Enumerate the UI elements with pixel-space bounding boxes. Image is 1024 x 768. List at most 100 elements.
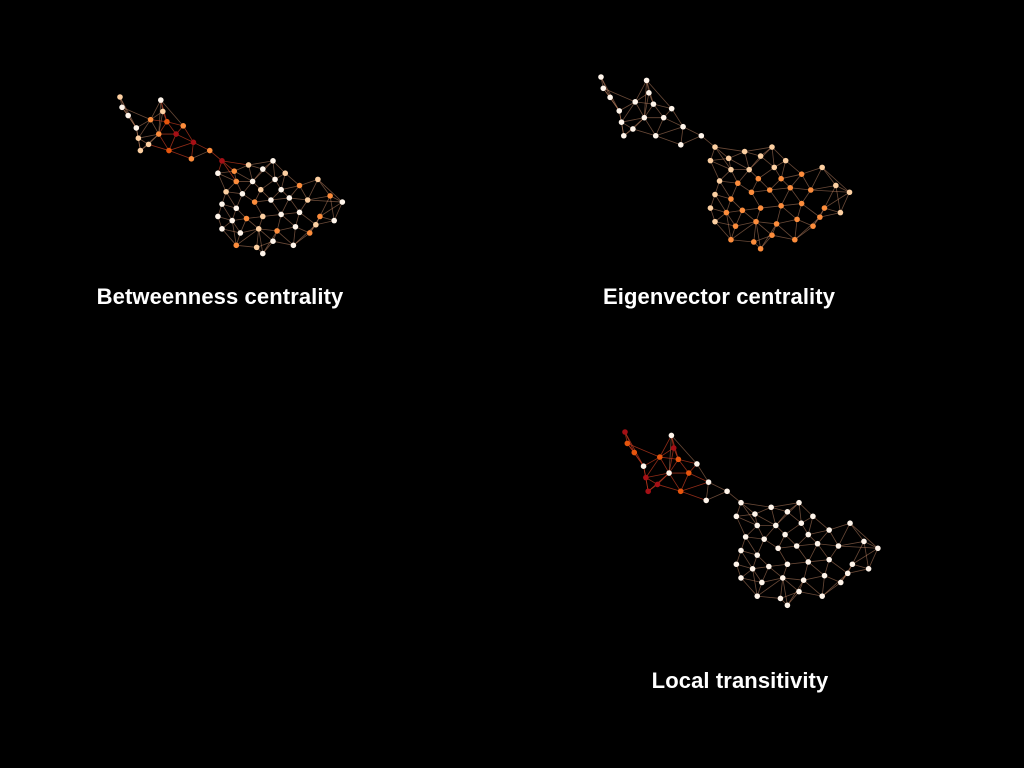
network-node (707, 157, 714, 164)
network-edge (796, 219, 814, 227)
network-node (206, 147, 213, 154)
network-edge (763, 525, 777, 540)
network-node (654, 481, 661, 488)
network-edge (645, 456, 661, 478)
network-edge (655, 117, 665, 136)
network-edge (148, 143, 170, 151)
network-edge (634, 101, 645, 118)
network-edge (801, 167, 823, 175)
network-edge (737, 169, 750, 184)
network-edge (755, 221, 773, 236)
network-node (631, 449, 638, 456)
network-edge (777, 548, 788, 565)
network-edge (696, 463, 709, 483)
network-node (315, 176, 321, 183)
network-edge (761, 577, 783, 583)
network-node (725, 155, 732, 162)
network-edge (262, 214, 282, 217)
network-node (253, 244, 260, 251)
network-edge (158, 133, 170, 151)
network-node (290, 242, 297, 249)
network-node (650, 101, 657, 107)
network-node (771, 164, 778, 171)
network-node (800, 577, 807, 583)
network-node (164, 118, 170, 125)
network-edge (835, 185, 841, 213)
network-node (188, 156, 195, 162)
network-node (229, 217, 235, 224)
network-edge (680, 472, 690, 492)
network-edge (710, 160, 720, 182)
network-edge (821, 573, 848, 597)
network-edge (790, 187, 811, 191)
network-edge (280, 214, 296, 228)
network-node (750, 239, 757, 245)
network-node (821, 572, 828, 579)
network-edge (299, 179, 319, 186)
network-edge (847, 568, 869, 574)
network-node (670, 445, 677, 451)
network-edge (248, 164, 253, 182)
network-node (645, 488, 651, 495)
network-edge (824, 191, 850, 209)
network-node (819, 593, 825, 599)
network-edge (160, 99, 184, 127)
network-edge (740, 502, 756, 515)
network-node (814, 540, 821, 547)
network-edge (769, 189, 782, 207)
network-node (810, 513, 816, 520)
network-node (317, 213, 323, 220)
network-node (875, 545, 881, 552)
network-edge (782, 577, 800, 592)
network-node (233, 178, 240, 185)
network-node (754, 522, 761, 529)
network-edge (225, 191, 237, 209)
network-edge (671, 108, 684, 127)
network-node (773, 221, 780, 227)
network-edge (742, 210, 757, 222)
network-node (643, 77, 650, 84)
network-node (817, 214, 823, 220)
network-node (223, 188, 229, 195)
network-edge (307, 195, 331, 201)
network-edge (821, 575, 825, 597)
network-edge (771, 502, 800, 508)
network-edge (785, 160, 802, 175)
network-node (798, 200, 805, 207)
network-node (260, 166, 266, 172)
network-edge (735, 221, 757, 227)
network-node (754, 552, 761, 558)
network-node (733, 513, 740, 520)
network-edge (824, 575, 841, 583)
network-edge (678, 458, 698, 465)
network-edge (760, 223, 777, 249)
network-edge (810, 189, 850, 193)
network-node (784, 509, 791, 515)
network-edge (624, 431, 644, 467)
network-node (787, 184, 794, 191)
network-node (712, 144, 718, 150)
network-node (837, 209, 844, 216)
network-edge (801, 173, 812, 191)
network-node (757, 245, 764, 252)
network-node (798, 520, 805, 526)
network-edge (701, 135, 716, 148)
network-node (600, 85, 607, 92)
network-node (646, 90, 652, 96)
network-node (769, 144, 775, 150)
network-edge (817, 529, 830, 544)
network-edge (754, 513, 776, 526)
network-edge (236, 244, 257, 248)
network-node (849, 561, 856, 568)
network-edge (276, 230, 294, 246)
network-edge (794, 216, 821, 241)
network-node (861, 538, 867, 545)
network-node (833, 182, 839, 189)
network-edge (634, 80, 647, 103)
network-edge (817, 543, 830, 560)
network-edge (714, 146, 729, 159)
network-node (735, 180, 741, 187)
network-edge (619, 101, 636, 112)
network-node (215, 170, 221, 177)
